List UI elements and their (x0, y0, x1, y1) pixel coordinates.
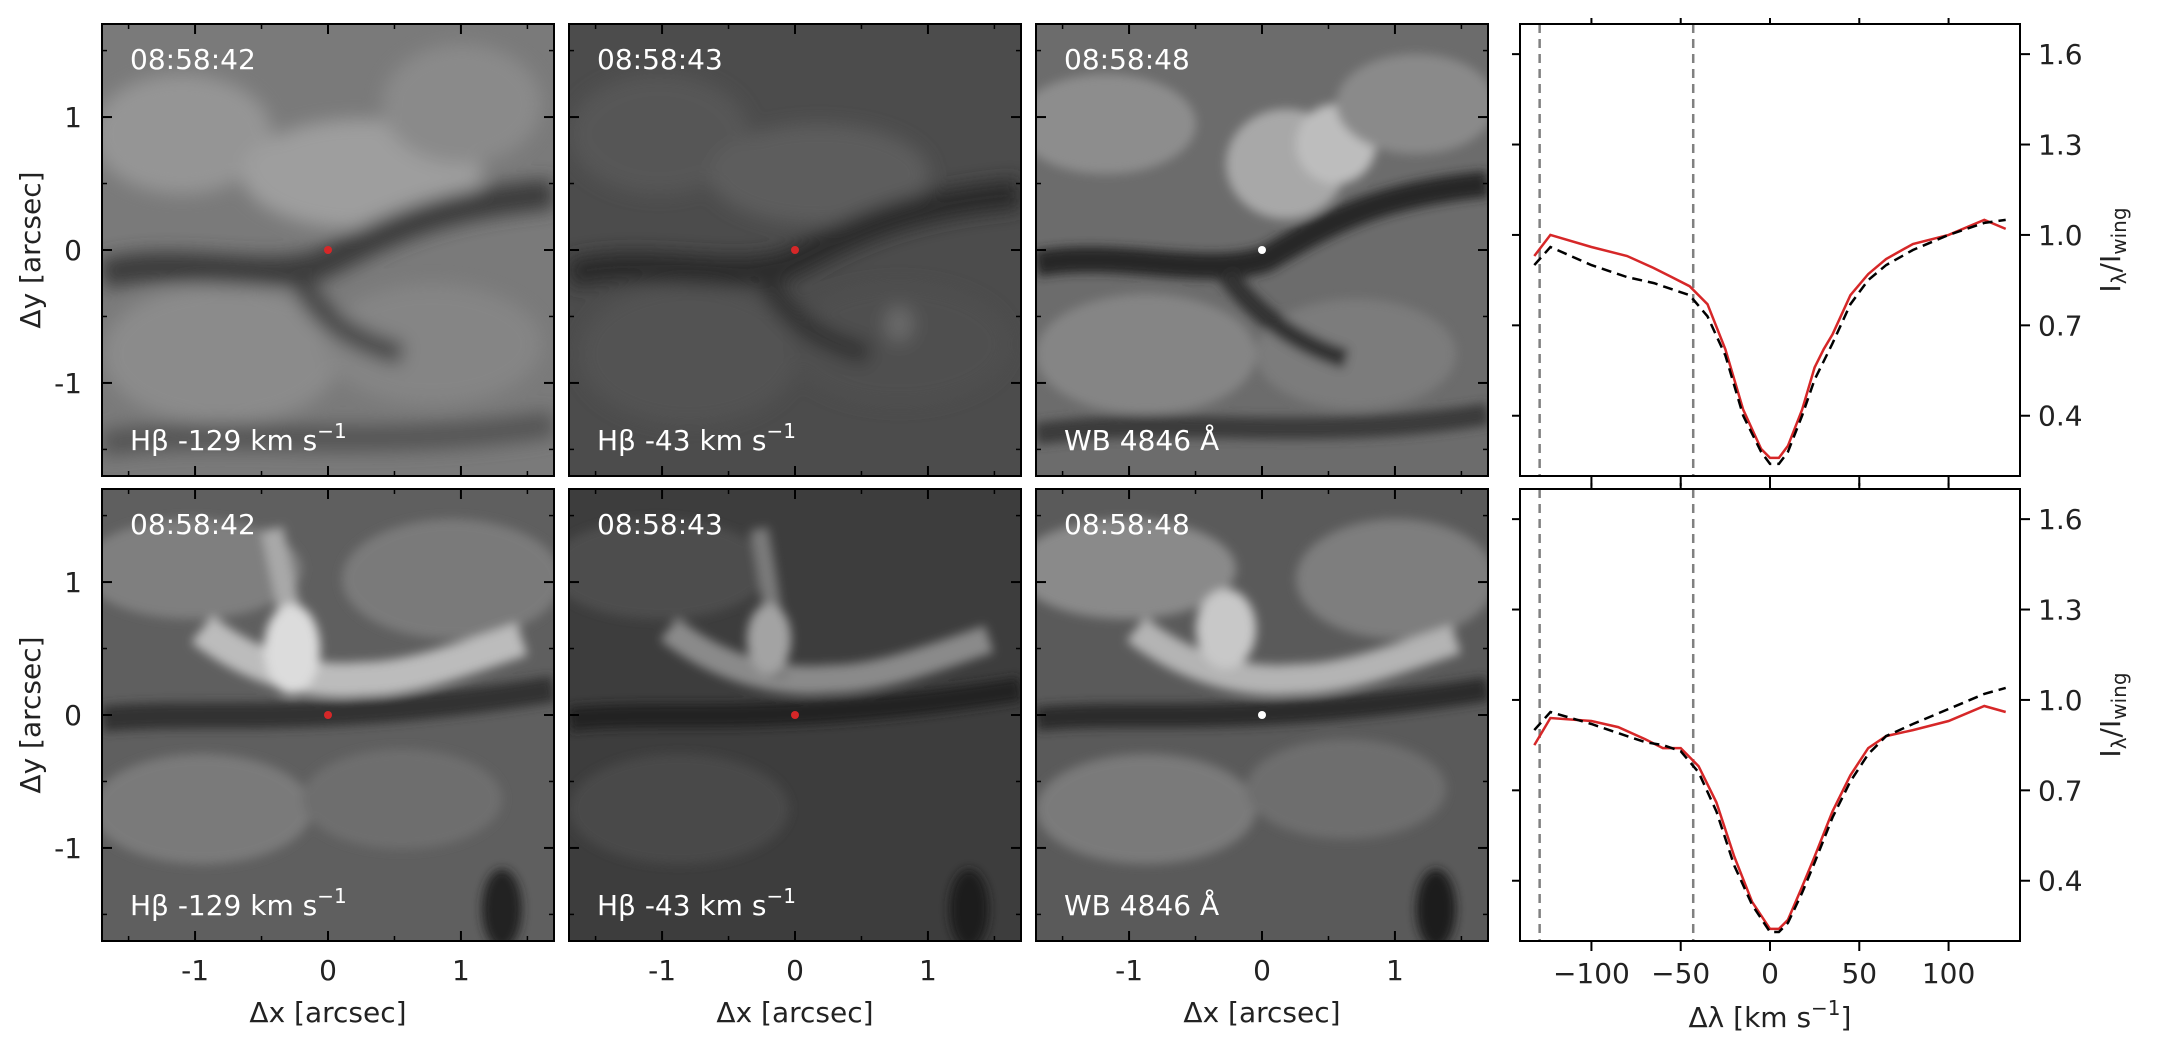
panel-timestamp: 08:58:43 (597, 508, 723, 541)
y-tick-label: 0.7 (2038, 309, 2083, 342)
y-tick-label: 1.6 (2038, 503, 2083, 536)
y-tick-label: 0.4 (2038, 865, 2083, 898)
label-superscript: −1 (317, 884, 346, 908)
series-line-reference (1533, 686, 2007, 934)
y-tick-label: 0.7 (2038, 774, 2083, 807)
ylabel-text: I (2094, 749, 2127, 757)
x-axis-label: Δx [arcsec] (249, 996, 406, 1029)
y-tick-label: 1.0 (2038, 219, 2083, 252)
y-tick-label: 1 (64, 566, 82, 599)
image-overlays: 08:58:42 Hβ -129 km s−1 08:58:43 Hβ -43 km … (14, 23, 1489, 1029)
panel-timestamp: 08:58:48 (1064, 43, 1190, 76)
ylabel-subscript: wing (2107, 672, 2131, 719)
x-tick-label: 0 (1761, 957, 1779, 990)
y-tick-label: 0 (64, 699, 82, 732)
series-line-reference (1533, 218, 2006, 466)
y-axis-label: Iλ/Iwing (2094, 672, 2131, 757)
location-marker (791, 711, 799, 719)
y-tick-label: -1 (54, 832, 82, 865)
series-line-observed (1533, 704, 2007, 931)
image-panel-r1-c3 (1036, 24, 1488, 476)
ylabel-text: /I (2094, 720, 2127, 738)
panel-wavelength-label: WB 4846 Å (1064, 888, 1219, 922)
y-axis-label: Δy [arcsec] (14, 171, 47, 328)
panel-timestamp: 08:58:42 (130, 508, 256, 541)
location-marker (324, 711, 332, 719)
x-axis-label: Δx [arcsec] (716, 996, 873, 1029)
x-tick-label: −50 (1651, 957, 1710, 990)
x-tick-label: 1 (452, 954, 470, 987)
x-tick-label: 1 (1386, 954, 1404, 987)
xlabel-superscript: −1 (1811, 996, 1840, 1020)
label-superscript: −1 (766, 884, 795, 908)
y-tick-label: 1 (64, 101, 82, 134)
x-axis-label: Δλ [km s−1] (1689, 996, 1852, 1034)
y-axis-label: Δy [arcsec] (14, 636, 47, 793)
panel-wavelength-label: Hβ -129 km s−1 (130, 884, 347, 922)
label-superscript: −1 (317, 419, 346, 443)
label-superscript: −1 (766, 419, 795, 443)
panel-wavelength-label: Hβ -43 km s−1 (597, 884, 796, 922)
x-tick-label: 1 (919, 954, 937, 987)
panel-timestamp: 08:58:48 (1064, 508, 1190, 541)
image-panel-r2-c2 (569, 489, 1021, 941)
location-marker (791, 246, 799, 254)
panel-timestamp: 08:58:42 (130, 43, 256, 76)
series-line-observed (1533, 218, 2007, 460)
y-tick-label: 1.3 (2038, 129, 2083, 162)
location-marker (1258, 246, 1266, 254)
image-panel-r2-c3 (1036, 489, 1488, 941)
panel-wavelength-label: Hβ -43 km s−1 (597, 419, 796, 457)
chart-frame (1519, 23, 2021, 477)
y-tick-label: 1.6 (2038, 38, 2083, 71)
y-tick-label: 0 (64, 234, 82, 267)
xlabel-text: ] (1841, 1001, 1852, 1034)
ylabel-subscript: λ (2107, 272, 2131, 284)
x-tick-label: −100 (1553, 957, 1630, 990)
panel-wavelength-label: WB 4846 Å (1064, 423, 1219, 457)
image-panel-r1-c1 (102, 24, 554, 476)
x-tick-label: -1 (648, 954, 676, 987)
y-tick-label: 1.0 (2038, 684, 2083, 717)
panel-wavelength-label: Hβ -129 km s−1 (130, 419, 347, 457)
xlabel-text: Δλ [km s (1689, 1001, 1812, 1034)
panel-timestamp: 08:58:43 (597, 43, 723, 76)
x-tick-label: 0 (319, 954, 337, 987)
x-axis-label: Δx [arcsec] (1183, 996, 1340, 1029)
location-marker (1258, 711, 1266, 719)
x-tick-label: -1 (1115, 954, 1143, 987)
x-tick-label: 100 (1922, 957, 1975, 990)
location-marker (324, 246, 332, 254)
ylabel-text: /I (2094, 255, 2127, 273)
chart-frame (1519, 488, 2021, 942)
y-axis-label: Iλ/Iwing (2094, 207, 2131, 292)
x-tick-label: -1 (181, 954, 209, 987)
ylabel-subscript: λ (2107, 737, 2131, 749)
y-tick-label: -1 (54, 367, 82, 400)
ylabel-text: I (2094, 284, 2127, 292)
x-tick-label: 50 (1841, 957, 1877, 990)
y-tick-label: 1.3 (2038, 594, 2083, 627)
y-tick-label: 0.4 (2038, 400, 2083, 433)
profile-chart-bottom: 0.4 0.7 1.0 1.3 1.6 −100 −50 0 50 100 Iλ/Iwing Δλ [… (1512, 483, 2131, 1034)
ylabel-subscript: wing (2107, 207, 2131, 254)
profile-chart-top: 0.4 0.7 1.0 1.3 1.6 Iλ/Iwing (1512, 18, 2131, 486)
x-tick-label: 0 (786, 954, 804, 987)
x-tick-label: 0 (1253, 954, 1271, 987)
image-panel-r2-c1 (102, 489, 554, 941)
